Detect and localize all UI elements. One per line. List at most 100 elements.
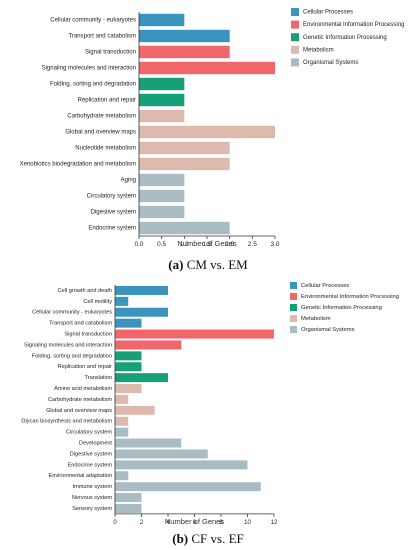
panel-caption-letter: (a) (168, 257, 183, 272)
x-axis-title: Number of Genes (177, 239, 236, 248)
panel-caption-text: CF vs. EF (188, 531, 244, 546)
category-label: Global and overview maps (46, 408, 112, 414)
bar (115, 493, 142, 503)
bar (139, 45, 230, 59)
x-tick-label: 0 (113, 520, 117, 526)
category-label: Sensory system (72, 506, 112, 512)
category-label: Transport and catabolism (69, 34, 136, 40)
category-label: Amino acid metabolism (54, 386, 112, 392)
category-label: Folding, sorting and degradation (32, 353, 112, 359)
legend-label: Cellular Processes (301, 283, 349, 289)
category-label: Signaling molecules and interaction (42, 66, 136, 72)
bar (115, 471, 129, 481)
legend-swatch (291, 33, 299, 42)
category-label: Endocrine system (88, 226, 136, 232)
x-tick-label: 12 (271, 520, 278, 526)
category-label: Digestive system (70, 451, 113, 457)
category-label: Cell motility (83, 299, 112, 305)
bar (115, 405, 155, 415)
category-label: Digestive system (91, 210, 136, 216)
bar (115, 427, 129, 437)
category-label: Cellular community - eukaryotes (50, 18, 136, 24)
legend-swatch (291, 45, 299, 54)
x-tick-label: 1.0 (180, 241, 189, 248)
bar (139, 61, 275, 75)
legend-label: Organismal Systems (301, 327, 355, 333)
category-label: Xenobiotics biodegradation and metabolis… (20, 162, 136, 168)
bar (115, 394, 129, 404)
legend-swatch (290, 315, 297, 322)
bar (139, 109, 185, 123)
x-tick-label: 2 (140, 520, 144, 526)
category-label: Aging (121, 178, 136, 184)
bar (115, 318, 142, 328)
x-tick-label: 10 (244, 520, 251, 526)
bar (139, 205, 185, 219)
bar (115, 416, 129, 426)
chart-panel-b: Cell growth and death Cell motility Cellul… (21, 282, 399, 546)
category-label: Global and overview maps (65, 130, 136, 136)
legend-swatch (291, 58, 299, 67)
bar (139, 189, 185, 203)
category-label: Folding, sorting and degradation (50, 82, 136, 88)
x-axis-title: Number of Genes (165, 517, 224, 526)
bar (115, 351, 142, 361)
x-tick-label: 3.0 (270, 241, 279, 248)
legend-label: Genetic Information Processing (303, 35, 387, 41)
bar (115, 449, 208, 459)
legend-swatch (290, 304, 297, 311)
category-label: Circulatory system (66, 430, 112, 436)
bar (115, 482, 261, 492)
legend-label: Organismal Systems (303, 60, 358, 66)
category-label: Cellular community - eukaryotes (32, 310, 112, 316)
bar (139, 77, 185, 91)
category-label: Cell growth and death (58, 288, 112, 294)
panel-caption-letter: (b) (172, 531, 188, 546)
category-label: Environmental adaptation (49, 473, 112, 479)
panel-caption: (a) CM vs. EM (168, 257, 248, 272)
x-tick-label: 6 (193, 520, 197, 526)
category-label: Endocrine system (68, 462, 113, 468)
category-label: Signal transduction (64, 332, 112, 338)
category-label: Carbohydrate metabolism (67, 114, 136, 120)
x-tick-label: 2.5 (248, 241, 257, 248)
bar (139, 173, 185, 187)
bar (115, 373, 168, 383)
legend-label: Metabolism (303, 47, 334, 53)
x-tick-label: 1.5 (202, 241, 211, 248)
bar (139, 13, 185, 27)
bar (139, 157, 230, 171)
legend-label: Genetic Information Processing (301, 305, 382, 311)
legend-label: Metabolism (301, 316, 331, 322)
legend-swatch (291, 8, 299, 16)
category-label: Translation (85, 375, 112, 381)
category-label: Nucleotide metabolism (75, 146, 136, 152)
x-tick-label: 0.0 (134, 241, 143, 248)
legend-label: Cellular Processes (303, 10, 353, 16)
bar (115, 460, 248, 470)
category-label: Carbohydrate metabolism (48, 397, 112, 403)
category-label: Transport and catabolism (49, 321, 112, 327)
bar (115, 384, 142, 394)
category-label: Signaling molecules and interaction (24, 342, 112, 348)
category-label: Circulatory system (87, 194, 136, 200)
bar (115, 362, 142, 372)
legend: Cellular Processes Environmental Informat… (291, 8, 404, 67)
legend-swatch (291, 20, 299, 29)
panel-caption-text: CM vs. EM (183, 257, 248, 272)
bar (115, 340, 182, 350)
x-tick-label: 8 (219, 520, 223, 526)
legend-label: Environmental Information Processing (301, 294, 399, 300)
panel-caption: (b) CF vs. EF (172, 531, 244, 546)
bar (115, 438, 182, 448)
category-label: Replication and repair (78, 98, 136, 104)
chart-panel-a: Cellular community - eukaryotes Transport… (20, 8, 404, 272)
legend-swatch (290, 282, 297, 289)
legend: Cellular Processes Environmental Informat… (290, 282, 399, 333)
bar (139, 29, 230, 43)
category-label: Nervous system (72, 495, 112, 501)
category-label: Replication and repair (58, 364, 113, 370)
legend-swatch (290, 293, 297, 300)
bar (115, 503, 142, 513)
x-tick-label: 0.5 (157, 241, 166, 248)
